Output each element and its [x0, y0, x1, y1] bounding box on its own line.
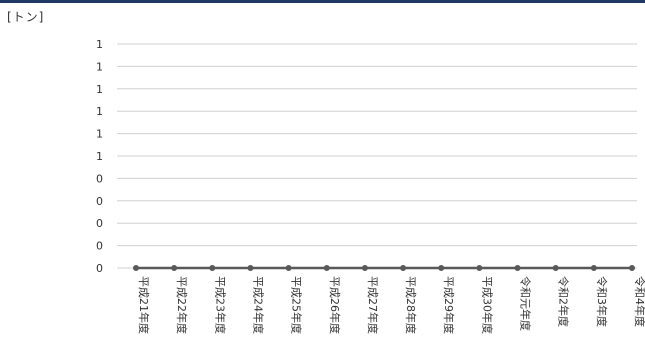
y-tick-label: 0: [96, 262, 103, 275]
x-tick-label: 平成25年度: [290, 276, 304, 334]
data-point: [285, 265, 292, 271]
y-tick-label: 1: [96, 60, 103, 73]
data-point: [514, 265, 521, 271]
y-tick-label: 0: [96, 195, 103, 208]
data-point: [361, 265, 368, 271]
x-tick-label: 平成27年度: [366, 276, 380, 334]
data-point: [552, 265, 559, 271]
data-point: [629, 265, 635, 271]
y-tick-label: 1: [96, 128, 103, 141]
data-point: [209, 265, 216, 271]
top-border: [0, 0, 645, 3]
y-tick-label: 1: [96, 150, 103, 163]
y-tick-label: 1: [96, 105, 103, 118]
x-tick-label: 令和元年度: [519, 276, 533, 331]
y-axis-ticks: 0 0 0 0 0 1 1 1 1 1 1: [96, 38, 103, 275]
data-point: [171, 265, 178, 271]
y-tick-label: 1: [96, 83, 103, 96]
y-tick-label: 0: [96, 240, 103, 253]
data-point: [133, 265, 139, 271]
data-point: [476, 265, 483, 271]
x-axis-ticks: 平成21年度 平成22年度 平成23年度 平成24年度 平成25年度 平成26年度 平成27…: [137, 276, 645, 334]
x-tick-label: 平成30年度: [480, 276, 494, 334]
unit-label: [トン]: [7, 10, 45, 24]
y-tick-label: 0: [96, 172, 103, 185]
y-tick-label: 1: [96, 38, 103, 51]
data-point: [590, 265, 597, 271]
x-tick-label: 令和3年度: [595, 276, 609, 327]
x-tick-label: 平成28年度: [404, 276, 418, 334]
data-point: [400, 265, 407, 271]
data-point: [323, 265, 330, 271]
gridlines: [117, 43, 637, 269]
data-point: [247, 265, 254, 271]
series-line: [133, 265, 635, 271]
x-tick-label: 平成21年度: [137, 276, 151, 334]
x-tick-label: 令和4年度: [633, 276, 645, 327]
x-tick-label: 平成26年度: [328, 276, 342, 334]
x-tick-label: 平成23年度: [213, 276, 227, 334]
x-tick-label: 令和2年度: [557, 276, 571, 327]
x-tick-label: 平成24年度: [251, 276, 265, 334]
x-tick-label: 平成22年度: [175, 276, 189, 334]
y-tick-label: 0: [96, 217, 103, 230]
x-tick-label: 平成29年度: [442, 276, 456, 334]
data-point: [438, 265, 445, 271]
